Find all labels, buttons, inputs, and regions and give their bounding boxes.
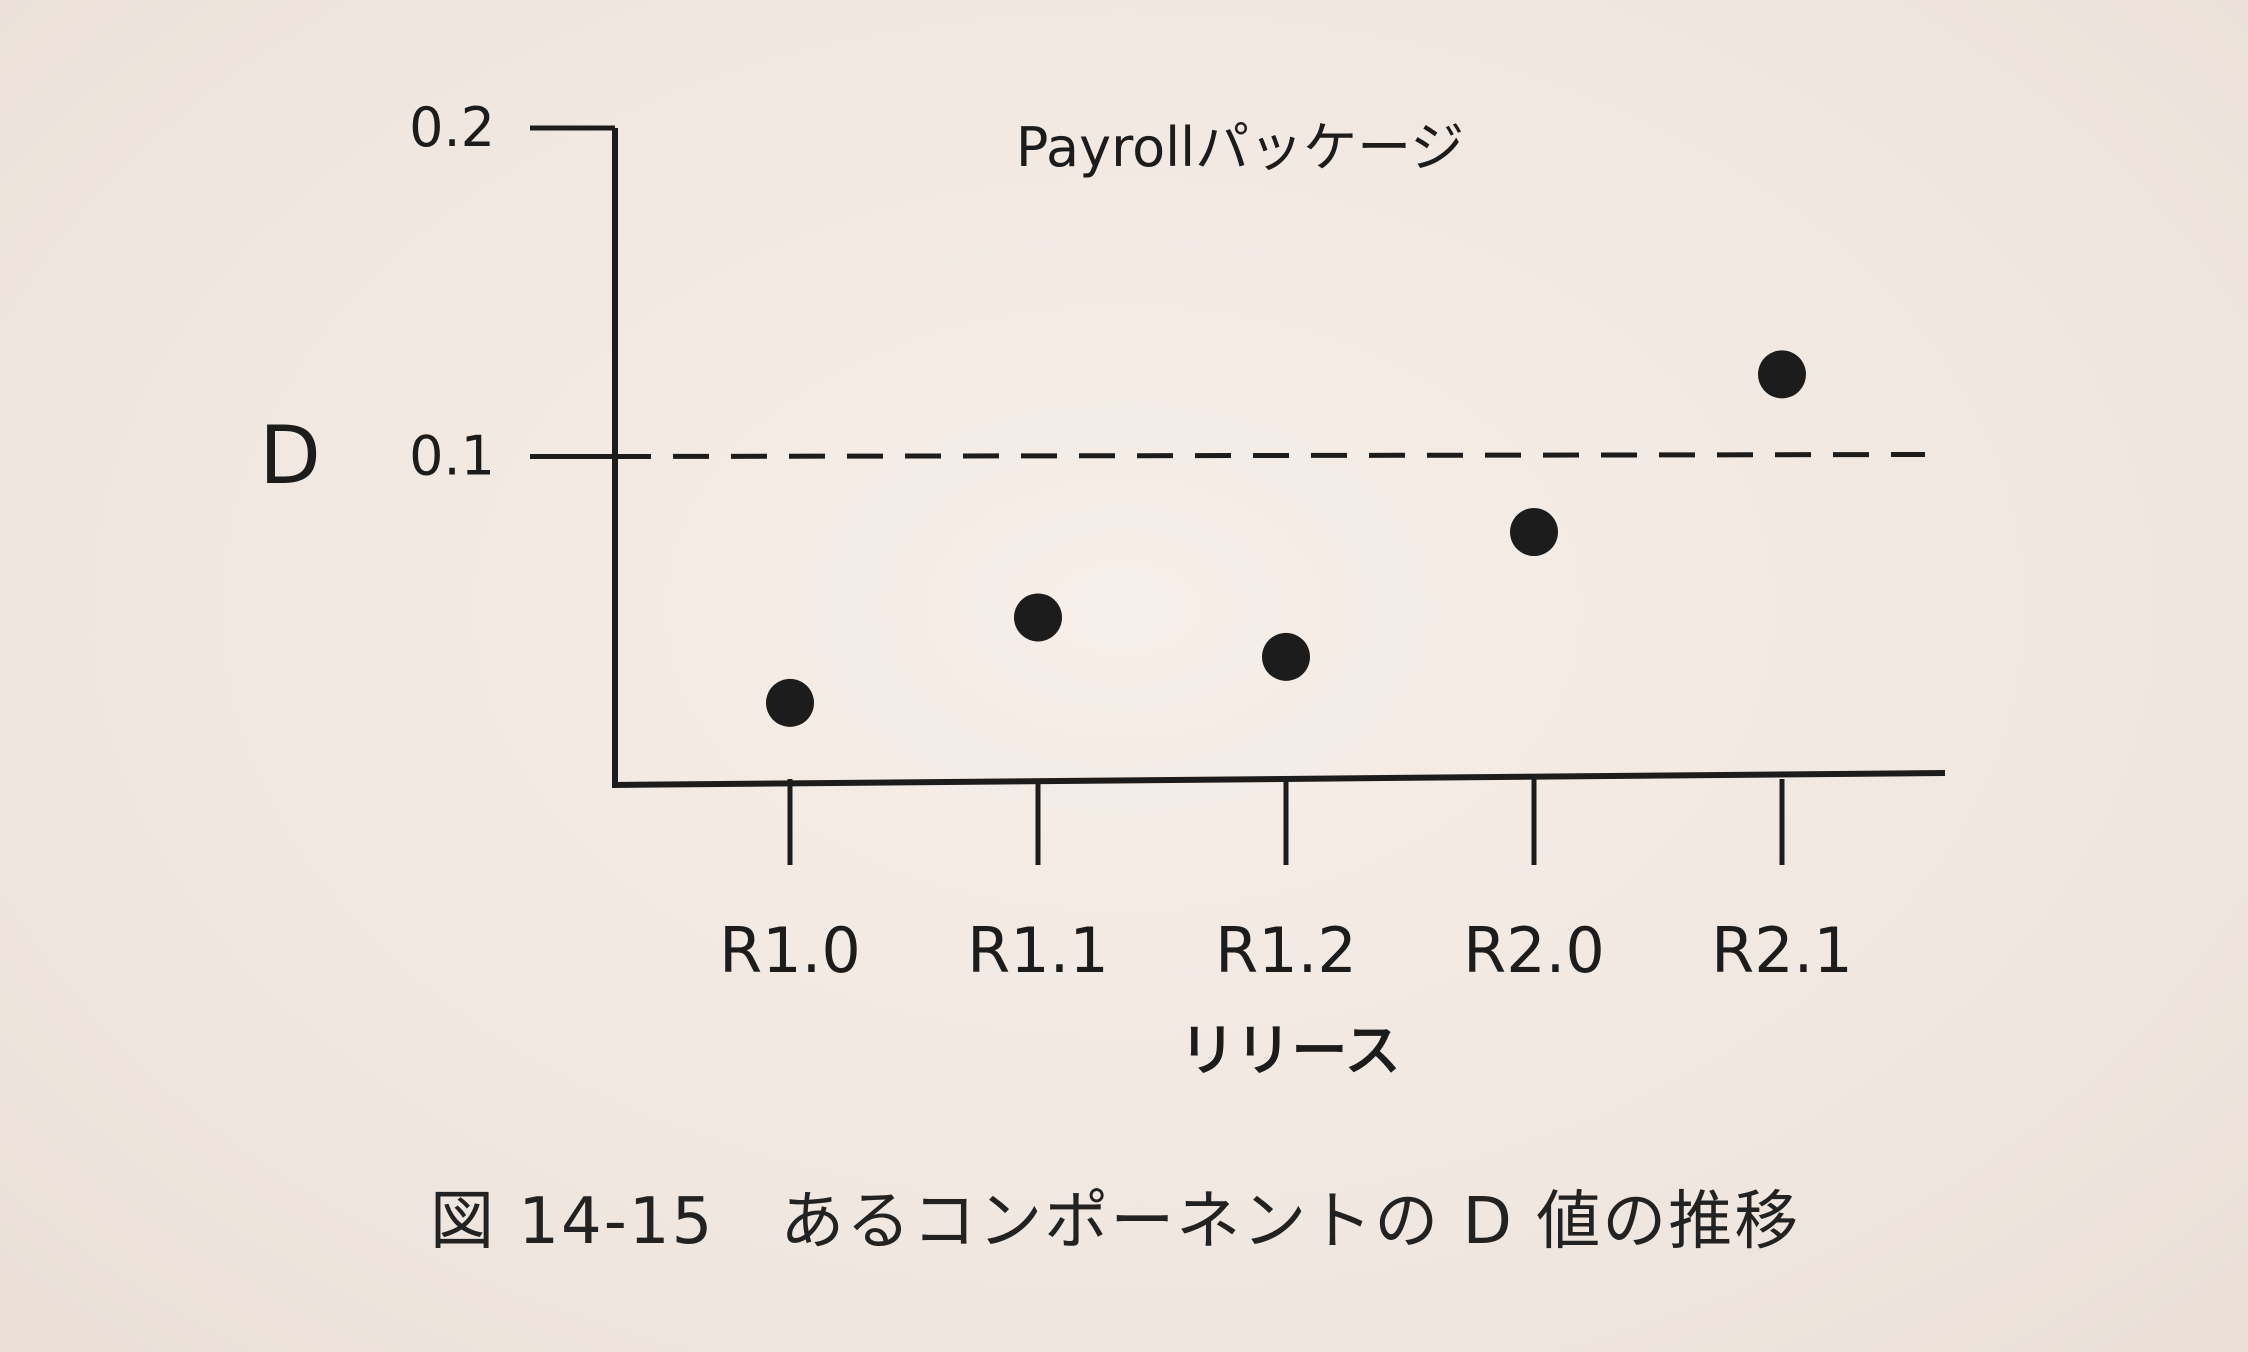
x-tick-label: R1.1 — [967, 914, 1109, 987]
x-axis-line — [611, 770, 1946, 788]
figure-caption: 図 14-15 あるコンポーネントの D 値の推移 — [430, 1185, 1801, 1259]
data-point — [1758, 350, 1806, 399]
x-tick-label: R2.0 — [1463, 914, 1605, 987]
x-tick-label: R1.2 — [1215, 914, 1357, 987]
x-tick-label: R2.1 — [1711, 914, 1853, 987]
data-point — [1510, 508, 1558, 557]
data-point — [1014, 593, 1062, 642]
y-tick-label: 0.1 — [409, 425, 495, 488]
x-tick-label: R1.0 — [719, 914, 861, 987]
y-axis-label: D — [259, 409, 321, 502]
chart-labels: 0.2 0.1 R1.0 R1.1 R1.2 R2.0 R2.1 Payrollパッケージ D リ… — [259, 96, 1853, 1084]
data-point — [1262, 632, 1310, 681]
data-point — [766, 678, 814, 727]
data-points — [766, 350, 1806, 727]
chart-title: Payrollパッケージ — [1016, 116, 1464, 179]
y-tick-label: 0.2 — [409, 96, 495, 159]
reference-dashed-line — [614, 452, 1926, 459]
x-axis-label: リリース — [1179, 1019, 1400, 1084]
axes — [530, 125, 1946, 865]
